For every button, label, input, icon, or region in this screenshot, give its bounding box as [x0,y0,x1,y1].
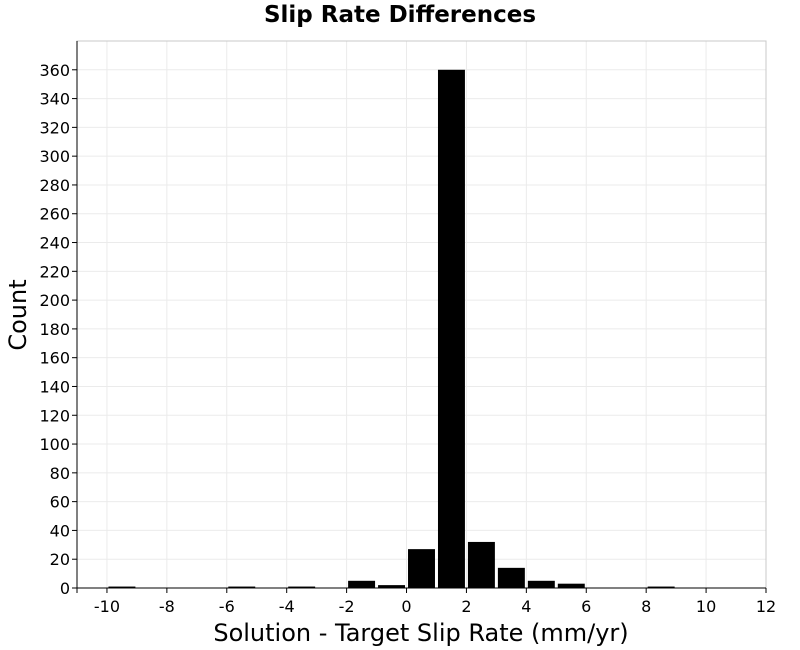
y-tick-label: 140 [39,377,70,396]
y-tick-label: 60 [50,493,70,512]
y-tick-label: 260 [39,205,70,224]
x-tick-label: -4 [279,597,295,616]
y-tick-label: 160 [39,349,70,368]
histogram-bar [647,586,675,588]
x-tick-label: 8 [641,597,651,616]
y-tick-label: 240 [39,234,70,253]
histogram-bar [408,549,435,588]
x-tick-label: 6 [581,597,591,616]
chart-title: Slip Rate Differences [263,2,537,28]
histogram-bar [378,585,406,588]
x-tick-label: 0 [401,597,411,616]
histogram-bar [288,586,316,588]
y-tick-label: 120 [39,406,70,425]
y-tick-label: 320 [39,118,70,137]
grid-lines [77,41,767,589]
x-tick-label: 10 [696,597,716,616]
x-tick-label: -6 [219,597,235,616]
x-tick-label: 12 [756,597,776,616]
y-tick-label: 340 [39,90,70,109]
histogram-bar [108,586,136,588]
y-tick-label: 360 [39,61,70,80]
y-axis-label: Count [4,279,32,350]
x-tick-label: -8 [159,597,175,616]
histogram-bar [228,586,256,588]
y-tick-label: 180 [39,320,70,339]
x-tick-label: 2 [461,597,471,616]
y-tick-label: 40 [50,521,70,540]
plot-frame [76,40,767,589]
axes: 0204060801001201401601802002202402602803… [39,41,776,616]
x-axis-label: Solution - Target Slip Rate (mm/yr) [213,619,628,647]
y-tick-label: 220 [39,262,70,281]
y-tick-label: 80 [50,464,70,483]
histogram-bar [497,567,525,588]
histogram-bar [437,69,465,588]
y-tick-label: 0 [60,579,70,598]
x-tick-label: 4 [521,597,531,616]
y-tick-label: 300 [39,147,70,166]
histogram-bar [467,541,495,588]
histogram-bar [348,580,376,588]
y-tick-label: 20 [50,550,70,569]
histogram-bars [108,69,675,588]
y-tick-label: 280 [39,176,70,195]
histogram-bar [527,580,555,588]
histogram-bar [557,583,585,588]
x-tick-label: -10 [94,597,120,616]
y-tick-label: 100 [39,435,70,454]
y-tick-label: 200 [39,291,70,310]
x-tick-label: -2 [339,597,355,616]
